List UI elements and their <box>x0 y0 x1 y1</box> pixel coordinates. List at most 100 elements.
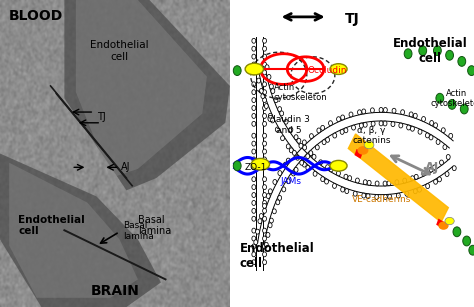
Circle shape <box>379 121 383 126</box>
Circle shape <box>315 145 319 150</box>
Polygon shape <box>9 163 138 298</box>
Circle shape <box>252 260 256 265</box>
Circle shape <box>267 75 271 80</box>
Text: Endothelial
cell: Endothelial cell <box>240 242 314 270</box>
Circle shape <box>375 195 379 200</box>
Text: Basal
lamina: Basal lamina <box>123 221 154 241</box>
Circle shape <box>252 216 256 221</box>
Circle shape <box>263 157 266 162</box>
Circle shape <box>344 174 348 179</box>
Circle shape <box>362 109 366 114</box>
Circle shape <box>363 122 367 127</box>
Text: Actin
cytoskeleton: Actin cytoskeleton <box>430 89 474 108</box>
Circle shape <box>263 98 266 103</box>
Circle shape <box>436 140 440 145</box>
Circle shape <box>458 56 465 66</box>
Circle shape <box>268 113 272 118</box>
Circle shape <box>375 181 379 186</box>
Circle shape <box>263 82 266 87</box>
Circle shape <box>252 46 256 51</box>
Circle shape <box>434 123 438 128</box>
Circle shape <box>439 160 444 165</box>
Circle shape <box>252 90 256 95</box>
Circle shape <box>259 88 263 93</box>
Circle shape <box>447 154 450 159</box>
Circle shape <box>233 161 241 171</box>
Circle shape <box>300 160 304 165</box>
Polygon shape <box>348 134 448 222</box>
Circle shape <box>310 134 313 138</box>
Circle shape <box>264 242 268 247</box>
Circle shape <box>383 195 387 200</box>
Circle shape <box>383 107 387 112</box>
Circle shape <box>252 252 256 257</box>
Circle shape <box>268 223 272 228</box>
Circle shape <box>263 133 266 138</box>
Circle shape <box>302 162 306 167</box>
Circle shape <box>410 176 414 181</box>
Circle shape <box>254 240 258 245</box>
Circle shape <box>441 128 445 133</box>
Circle shape <box>263 121 266 126</box>
Circle shape <box>322 140 326 145</box>
Ellipse shape <box>438 222 448 230</box>
Circle shape <box>255 229 259 234</box>
Circle shape <box>469 245 474 255</box>
Circle shape <box>328 121 332 126</box>
Circle shape <box>325 179 328 184</box>
Circle shape <box>413 189 417 194</box>
Circle shape <box>278 107 282 111</box>
Circle shape <box>273 180 277 185</box>
Circle shape <box>299 143 303 148</box>
Circle shape <box>333 184 337 188</box>
Ellipse shape <box>357 146 368 155</box>
Circle shape <box>257 78 261 83</box>
Text: ZO-1: ZO-1 <box>245 163 267 172</box>
Circle shape <box>252 200 256 205</box>
Circle shape <box>337 171 340 176</box>
Circle shape <box>413 113 417 118</box>
Circle shape <box>263 228 266 233</box>
Circle shape <box>263 141 266 146</box>
Circle shape <box>252 114 256 119</box>
Circle shape <box>258 219 262 223</box>
Circle shape <box>252 133 256 138</box>
Circle shape <box>426 184 429 188</box>
Circle shape <box>284 119 288 124</box>
Circle shape <box>363 180 367 185</box>
Circle shape <box>448 99 456 109</box>
Circle shape <box>341 115 345 120</box>
Circle shape <box>436 93 444 103</box>
Circle shape <box>263 106 266 111</box>
Circle shape <box>388 194 392 199</box>
Circle shape <box>263 208 266 213</box>
Circle shape <box>371 108 374 113</box>
Circle shape <box>410 126 414 131</box>
Circle shape <box>312 154 316 159</box>
Circle shape <box>356 178 359 183</box>
Circle shape <box>341 187 345 192</box>
Ellipse shape <box>364 141 374 149</box>
Circle shape <box>296 155 300 160</box>
Circle shape <box>261 94 265 99</box>
Bar <box>355 149 363 159</box>
Circle shape <box>252 208 256 213</box>
Text: BLOOD: BLOOD <box>9 9 64 23</box>
Circle shape <box>289 127 293 132</box>
Circle shape <box>357 110 362 115</box>
Circle shape <box>438 177 441 182</box>
Circle shape <box>252 192 256 197</box>
Circle shape <box>426 133 429 138</box>
Circle shape <box>263 62 266 67</box>
Circle shape <box>379 107 383 112</box>
Text: VE-cadherins: VE-cadherins <box>352 195 411 204</box>
Circle shape <box>366 194 370 199</box>
Text: AJ: AJ <box>425 161 439 174</box>
Circle shape <box>391 122 395 126</box>
Circle shape <box>383 181 387 186</box>
Circle shape <box>278 171 282 176</box>
Circle shape <box>422 171 426 176</box>
Circle shape <box>280 111 283 116</box>
Circle shape <box>468 66 474 76</box>
Circle shape <box>371 121 375 126</box>
